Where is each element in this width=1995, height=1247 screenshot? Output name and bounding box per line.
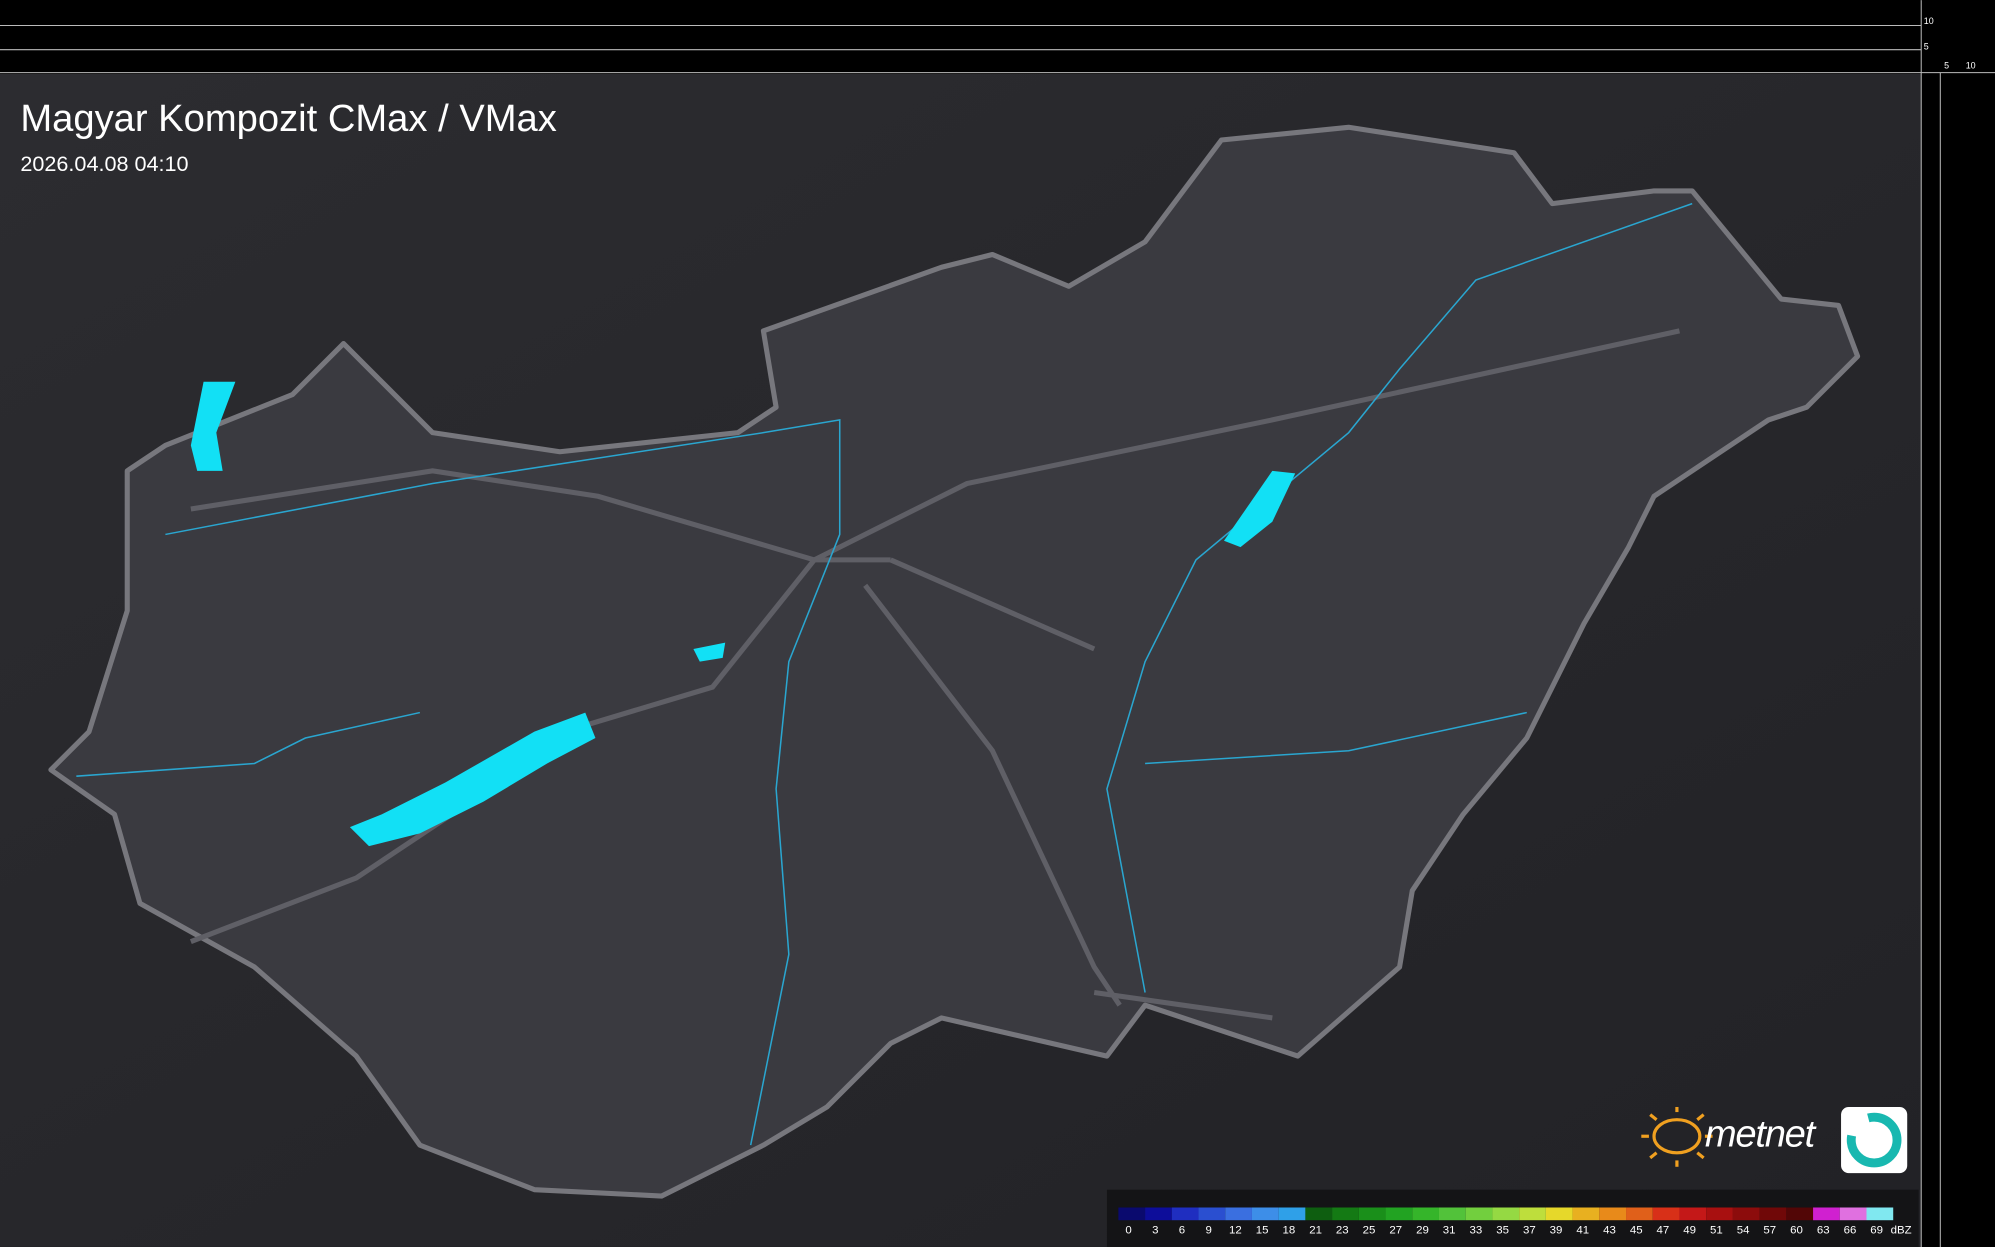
legend-swatch — [1358, 1207, 1386, 1221]
legend-swatch — [1305, 1207, 1333, 1221]
legend-label: 0 — [1125, 1224, 1131, 1236]
country — [48, 124, 1861, 1199]
legend-swatch — [1198, 1207, 1226, 1221]
logo-text: metnet — [1705, 1112, 1817, 1155]
legend-swatch — [1385, 1207, 1413, 1221]
legend-label: 47 — [1657, 1224, 1670, 1236]
legend-swatch — [1412, 1207, 1439, 1221]
legend-swatch — [1786, 1207, 1814, 1221]
legend-label: 9 — [1206, 1224, 1212, 1236]
legend-swatch — [1679, 1207, 1707, 1221]
legend-label: 25 — [1363, 1224, 1376, 1236]
legend-label: 37 — [1523, 1224, 1536, 1236]
legend-label: 31 — [1443, 1224, 1456, 1236]
legend-swatch — [1332, 1207, 1359, 1221]
legend-label: 33 — [1470, 1224, 1483, 1236]
legend-label: 18 — [1282, 1224, 1295, 1236]
legend-swatch — [1572, 1207, 1600, 1221]
legend-label: 60 — [1790, 1224, 1803, 1236]
legend-label: 12 — [1229, 1224, 1242, 1236]
legend-swatch — [1813, 1207, 1840, 1221]
legend-label: 69 — [1870, 1224, 1883, 1236]
legend-swatch — [1118, 1207, 1146, 1221]
legend-unit: dBZ — [1891, 1224, 1912, 1236]
legend-swatch — [1545, 1207, 1573, 1221]
legend-label: 3 — [1152, 1224, 1158, 1236]
legend-swatch — [1492, 1207, 1520, 1221]
legend-swatch — [1866, 1207, 1894, 1221]
legend-swatch — [1706, 1207, 1733, 1221]
legend-label: 15 — [1256, 1224, 1269, 1236]
legend-label: 27 — [1389, 1224, 1402, 1236]
lakes — [190, 381, 1296, 847]
legend-label: 43 — [1603, 1224, 1616, 1236]
legend-label: 23 — [1336, 1224, 1349, 1236]
legend-label: 51 — [1710, 1224, 1723, 1236]
frame-label: 5 — [1924, 41, 1929, 51]
legend: 0 3 6 9 12 15 18 21 23 25 27 29 31 33 35 37 39 41 43 45 47 49… — [1118, 1207, 1912, 1236]
legend-swatch — [1732, 1207, 1760, 1221]
legend-swatch — [1626, 1207, 1653, 1221]
legend-swatch — [1225, 1207, 1252, 1221]
legend-swatch — [1759, 1207, 1787, 1221]
legend-label: 54 — [1737, 1224, 1750, 1236]
legend-label: 66 — [1844, 1224, 1857, 1236]
legend-swatch — [1145, 1207, 1172, 1221]
legend-label: 39 — [1550, 1224, 1563, 1236]
legend-swatch — [1171, 1207, 1199, 1221]
frame-label: 10 — [1924, 16, 1934, 26]
legend-label: 57 — [1763, 1224, 1776, 1236]
legend-swatch — [1519, 1207, 1546, 1221]
title: Magyar Kompozit CMax / VMax — [20, 97, 556, 140]
legend-label: 49 — [1683, 1224, 1696, 1236]
frame-label: 5 — [1944, 61, 1949, 71]
legend-label: 45 — [1630, 1224, 1643, 1236]
legend-swatch — [1278, 1207, 1306, 1221]
legend-label: 6 — [1179, 1224, 1185, 1236]
legend-swatch — [1652, 1207, 1680, 1221]
legend-swatch — [1438, 1207, 1466, 1221]
legend-swatch — [1599, 1207, 1627, 1221]
legend-label: 21 — [1309, 1224, 1322, 1236]
legend-swatch — [1465, 1207, 1493, 1221]
frame-label: 10 — [1966, 61, 1976, 71]
timestamp: 2026.04.08 04:10 — [20, 151, 188, 176]
legend-label: 29 — [1416, 1224, 1429, 1236]
logo: metnet — [1641, 1106, 1908, 1174]
legend-label: 35 — [1496, 1224, 1509, 1236]
legend-swatch — [1251, 1207, 1279, 1221]
legend-label: 63 — [1817, 1224, 1830, 1236]
legend-swatch — [1839, 1207, 1867, 1221]
legend-label: 41 — [1576, 1224, 1589, 1236]
